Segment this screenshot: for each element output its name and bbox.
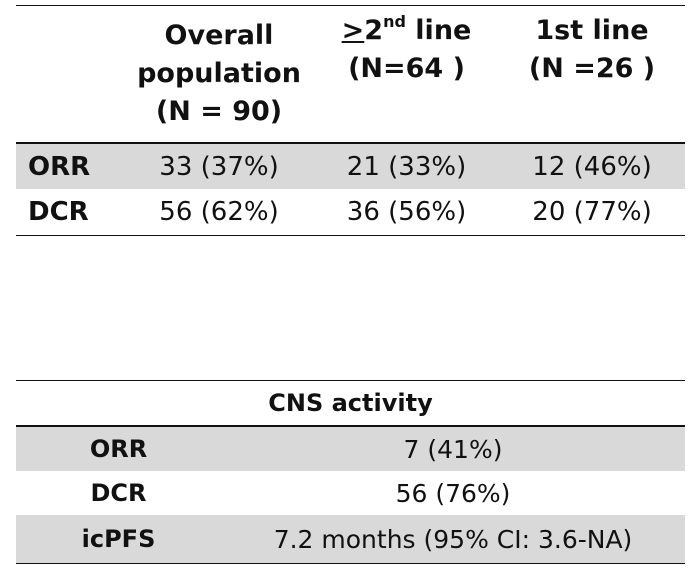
row-label: DCR: [90, 479, 147, 507]
table-row-dcr: DCR 56 (62%) 36 (56%) 20 (77%): [16, 189, 685, 235]
gte-symbol: >: [341, 15, 365, 46]
table-bottom-border: [16, 235, 685, 236]
cns-header-divider: [16, 425, 685, 427]
cell-overall: 56 (62%): [159, 197, 279, 227]
header-second-word: line: [405, 15, 472, 46]
cell-overall: 33 (37%): [159, 151, 279, 182]
header-overall-line3: (N = 90): [155, 96, 283, 127]
table-row-icpfs: icPFS 7.2 months (95% CI: 3.6-NA): [16, 515, 685, 563]
cell-value: 7 (41%): [403, 434, 503, 464]
header-second-line: >2nd line (N=64 ): [314, 6, 499, 142]
response-table: Overall population (N = 90) >2nd line (N…: [16, 0, 685, 240]
cell-first-line: 20 (77%): [532, 197, 652, 227]
cns-title-row: CNS activity: [16, 381, 685, 425]
cns-table-top-border: [16, 380, 685, 381]
row-label: DCR: [28, 197, 89, 227]
row-label: icPFS: [81, 525, 156, 553]
cell-first-line: 12 (46%): [532, 151, 652, 182]
cell-second-line: 21 (33%): [346, 151, 467, 182]
table-top-border: [16, 5, 685, 6]
row-label: ORR: [89, 435, 148, 463]
header-second-sup: nd: [383, 12, 406, 31]
cns-table-bottom-border: [16, 563, 685, 564]
header-first-line: 1st line (N =26 ): [499, 6, 685, 142]
cell-value: 7.2 months (95% CI: 3.6-NA): [273, 524, 633, 554]
cell-value: 56 (76%): [395, 478, 511, 508]
header-first-line-title: 1st line: [535, 15, 649, 46]
header-second-num: 2: [364, 15, 384, 46]
header-divider: [16, 142, 685, 144]
table-row-orr: ORR 33 (37%) 21 (33%) 12 (46%): [16, 144, 685, 189]
header-row: Overall population (N = 90) >2nd line (N…: [16, 6, 685, 142]
header-overall-population: Overall population (N = 90): [124, 6, 314, 142]
cell-second-line: 36 (56%): [346, 197, 467, 227]
table-row-cns-orr: ORR 7 (41%): [16, 427, 685, 471]
cns-activity-table: CNS activity ORR 7 (41%) DCR 56 (76%) ic…: [16, 380, 685, 572]
header-overall-line1: Overall: [164, 20, 274, 51]
cns-title: CNS activity: [268, 389, 433, 417]
header-second-line-n: (N=64 ): [348, 53, 465, 84]
header-first-line-n: (N =26 ): [528, 53, 656, 84]
header-second-line-title: >2nd line: [342, 12, 472, 50]
row-label: ORR: [28, 151, 91, 182]
table-row-cns-dcr: DCR 56 (76%): [16, 471, 685, 515]
header-overall-line2: population: [137, 58, 301, 89]
